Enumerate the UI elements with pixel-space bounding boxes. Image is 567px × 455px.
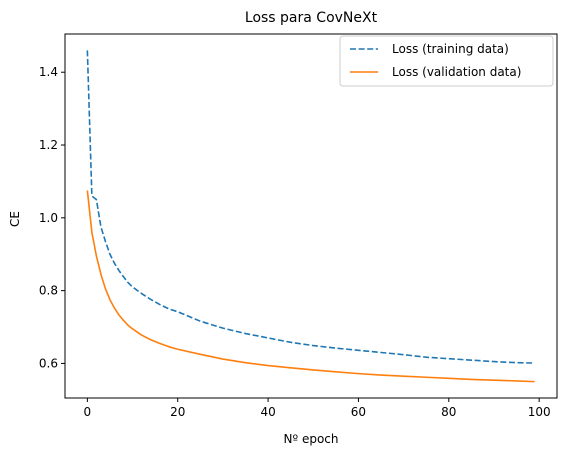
y-tick-label: 1.4 — [39, 65, 58, 79]
y-axis: 0.6 0.8 1.0 1.2 1.4 — [39, 65, 65, 370]
x-tick-label: 80 — [441, 405, 456, 419]
axes-frame — [64, 33, 558, 399]
y-tick-label: 1.0 — [39, 211, 58, 225]
series-line-validation — [86, 190, 535, 383]
x-axis: 0 20 40 60 80 100 — [84, 398, 551, 419]
legend: Loss (training data) Loss (validation da… — [339, 35, 554, 87]
y-tick-label: 0.8 — [39, 284, 58, 298]
series-layer — [86, 50, 535, 383]
x-tick-label: 0 — [84, 405, 92, 419]
series-line-training — [86, 50, 535, 364]
plot-area — [64, 33, 558, 399]
legend-label-validation: Loss (validation data) — [392, 65, 521, 79]
x-tick-label: 60 — [351, 405, 366, 419]
y-tick-label: 0.6 — [39, 356, 58, 370]
x-tick-label: 20 — [170, 405, 185, 419]
legend-box — [339, 35, 554, 87]
chart-title: Loss para CovNeXt — [245, 10, 378, 26]
x-tick-label: 100 — [528, 405, 551, 419]
y-tick-label: 1.2 — [39, 138, 58, 152]
legend-label-training: Loss (training data) — [392, 42, 509, 56]
x-axis-label: Nº epoch — [284, 432, 339, 446]
x-tick-label: 40 — [260, 405, 275, 419]
y-axis-label: CE — [8, 211, 22, 227]
